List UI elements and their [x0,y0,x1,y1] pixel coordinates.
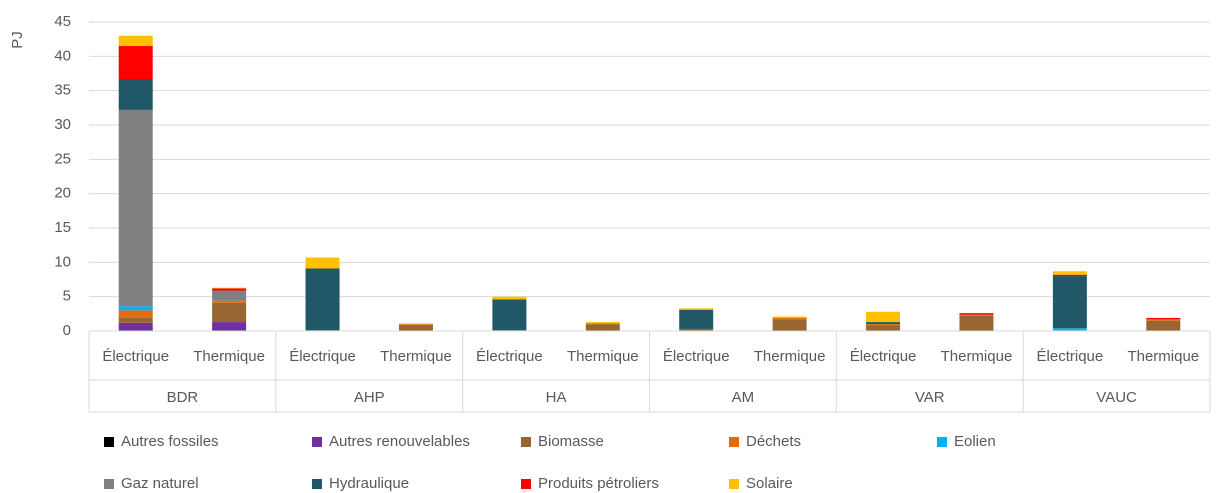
legend-swatch [729,479,739,489]
bar-segment [1052,276,1087,329]
bar-segment [866,324,901,326]
x-tick-label: Thermique [754,348,826,365]
legend-label: Autres renouvelables [329,433,470,450]
bar-segment [305,257,340,269]
bar-segment [212,322,247,331]
bar-segment [866,311,901,323]
bar-segment [398,324,433,331]
legend-swatch [104,479,114,489]
bar-segment [959,315,994,331]
bar-segment [1052,328,1087,331]
group-label: AM [732,389,755,406]
bar-segment [212,287,247,289]
x-tick-label: Thermique [1127,348,1199,365]
bar-segment [118,306,153,311]
group-label: VAUC [1096,389,1137,406]
legend-label: Solaire [746,475,793,492]
bar-segment [679,309,714,329]
group-label: AHP [354,389,385,406]
group-label: HA [546,389,567,406]
bar-segment [118,109,153,307]
x-tick-label: Thermique [567,348,639,365]
y-tick-label: 0 [63,322,71,339]
y-tick-label: 10 [54,253,71,270]
x-tick-label: Thermique [193,348,265,365]
group-label: BDR [167,389,199,406]
bar-segment [679,328,714,331]
y-tick-label: 5 [63,288,71,305]
bar-segment [1146,320,1181,331]
legend-swatch [312,479,322,489]
legend-swatch [104,437,114,447]
legend-swatch [521,479,531,489]
bar-segment [492,299,527,331]
bar-segment [398,324,433,325]
bar-segment [959,313,994,315]
x-tick-label: Électrique [663,348,730,365]
bar-segment [772,319,807,331]
bar-segment [866,325,901,331]
legend-label: Déchets [746,433,801,450]
bar-segment [118,46,153,79]
bar-segment [212,288,247,291]
legend-label: Produits pétroliers [538,475,659,492]
bar-segment [212,300,247,303]
y-tick-label: 20 [54,185,71,202]
x-tick-label: Électrique [850,348,917,365]
bar-segment [1146,317,1181,320]
legend-swatch [729,437,739,447]
x-tick-label: Électrique [102,348,169,365]
bar-segment [118,78,153,110]
bar-segment [585,324,620,331]
bar-segment [212,302,247,323]
bar-segment [118,317,153,323]
group-label: VAR [915,389,945,406]
bar-segment [866,322,901,325]
bar-segment [118,35,153,47]
bar-segment [492,296,527,300]
legend-swatch [937,437,947,447]
y-tick-label: 25 [54,150,71,167]
bar-segment [1052,271,1087,275]
bar-segment [1052,274,1087,277]
bar-segment [772,317,807,320]
bar-segment [585,322,620,324]
bar-segment [398,323,433,325]
y-tick-label: 30 [54,116,71,133]
bar-segment [679,308,714,310]
bar-segment [585,323,620,325]
legend-label: Eolien [954,433,996,450]
x-tick-label: Électrique [476,348,543,365]
legend-swatch [312,437,322,447]
legend-label: Gaz naturel [121,475,199,492]
y-tick-label: 35 [54,82,71,99]
y-axis-label: PJ [9,31,26,49]
x-tick-label: Électrique [1037,348,1104,365]
bar-segment [1146,319,1181,321]
y-tick-label: 45 [54,13,71,30]
bar-segment [305,268,340,331]
legend-label: Hydraulique [329,475,409,492]
legend-label: Biomasse [538,433,604,450]
y-tick-label: 15 [54,219,71,236]
legend-label: Autres fossiles [121,433,219,450]
x-tick-label: Thermique [941,348,1013,365]
x-tick-label: Thermique [380,348,452,365]
y-tick-label: 40 [54,47,71,64]
legend-swatch [521,437,531,447]
bar-segment [959,314,994,316]
bar-segment [772,316,807,318]
bar-segment [118,322,153,331]
x-tick-label: Électrique [289,348,356,365]
bar-segment [212,290,247,301]
bar-segment [118,310,153,318]
